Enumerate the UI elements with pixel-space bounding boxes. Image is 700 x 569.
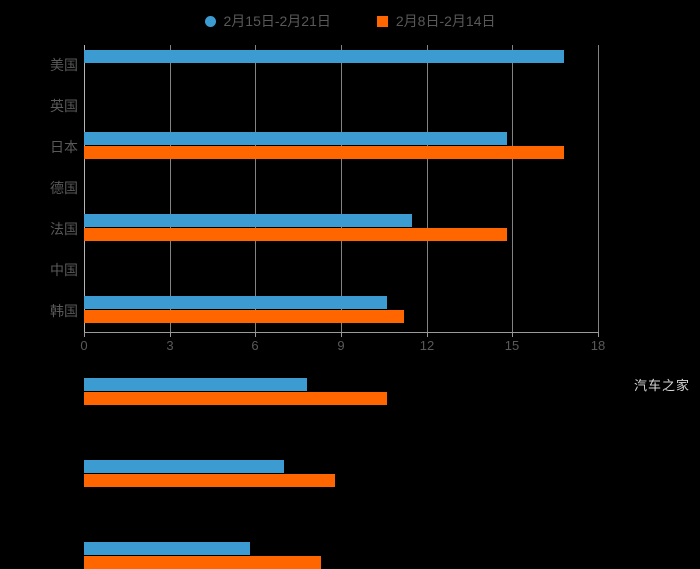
bar-series-2 — [84, 146, 564, 159]
circle-marker-icon — [204, 15, 216, 27]
y-tick-label-4: 德国 — [50, 180, 78, 196]
bar-group — [84, 209, 598, 405]
gridline-6 — [255, 45, 256, 332]
y-tick-label-5: 法国 — [50, 221, 78, 237]
x-tick-label-12: 12 — [419, 338, 435, 353]
x-tick-mark-9 — [341, 332, 342, 337]
x-tick-label-9: 9 — [337, 338, 345, 353]
x-tick-mark-6 — [255, 332, 256, 337]
bar-series-1 — [84, 214, 412, 227]
gridline-9 — [341, 45, 342, 332]
legend-entry-series-1: 2月15日-2月21日 — [204, 13, 331, 29]
legend-label-series-2: 2月8日-2月14日 — [395, 13, 496, 29]
bar-series-1 — [84, 50, 564, 63]
x-tick-mark-15 — [512, 332, 513, 337]
y-tick-label-6: 中国 — [50, 262, 78, 278]
legend-entry-series-2: 2月8日-2月14日 — [376, 13, 496, 29]
bar-series-1 — [84, 542, 250, 555]
bar-group — [84, 127, 598, 241]
bar-series-1 — [84, 460, 284, 473]
bar-series-1 — [84, 296, 387, 309]
gridline-12 — [427, 45, 428, 332]
bar-series-2 — [84, 474, 335, 487]
legend-label-series-1: 2月15日-2月21日 — [223, 13, 331, 29]
x-tick-label-6: 6 — [251, 338, 259, 353]
bar-group — [84, 250, 598, 487]
x-tick-mark-18 — [598, 332, 599, 337]
bar-series-1 — [84, 132, 507, 145]
bar-group — [84, 45, 598, 86]
square-marker-icon — [376, 15, 388, 27]
chart-gridlines — [84, 45, 599, 332]
watermark-label: 汽车之家 — [633, 378, 690, 393]
y-tick-label-3: 日本 — [50, 139, 78, 155]
bar-series-2 — [84, 228, 507, 241]
bar-group — [84, 168, 598, 323]
gridline-15 — [512, 45, 513, 332]
bar-series-1 — [84, 378, 307, 391]
bar-series-2 — [84, 392, 387, 405]
x-tick-label-0: 0 — [80, 338, 88, 353]
x-tick-mark-3 — [170, 332, 171, 337]
y-tick-label-2: 英国 — [50, 98, 78, 114]
gridline-18 — [598, 45, 599, 332]
bar-series-2 — [84, 310, 404, 323]
bar-series-2 — [84, 556, 321, 569]
chart-legend: 2月15日-2月21日 2月8日-2月14日 — [0, 8, 700, 34]
x-tick-mark-12 — [427, 332, 428, 337]
bar-group — [84, 291, 598, 569]
x-tick-mark-0 — [84, 332, 85, 337]
bar-group — [84, 86, 598, 159]
gridline-0 — [84, 45, 85, 332]
y-tick-label-1: 美国 — [50, 57, 78, 73]
y-tick-label-7: 韩国 — [50, 303, 78, 319]
x-tick-label-15: 15 — [504, 338, 520, 353]
chart-plot-area — [84, 45, 599, 569]
x-tick-label-3: 3 — [166, 338, 174, 353]
gridline-3 — [170, 45, 171, 332]
x-tick-label-18: 18 — [590, 338, 606, 353]
